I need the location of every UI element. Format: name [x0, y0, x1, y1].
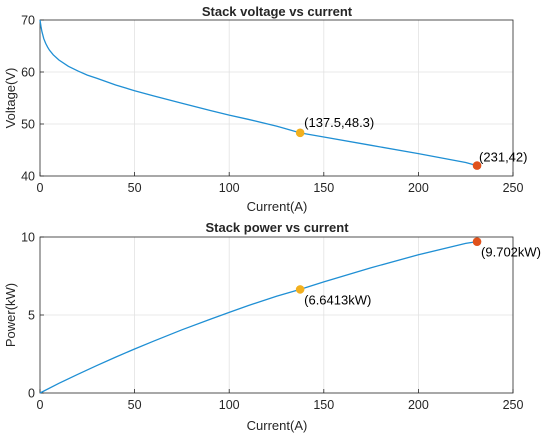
- power-chart-xlabel: Current(A): [247, 418, 308, 433]
- power-chart-ticks: 0 50 100 150 200 250 0 5 10: [21, 231, 523, 413]
- voltage-ytick-label: 50: [21, 118, 35, 132]
- voltage-xtick-label: 0: [37, 181, 44, 195]
- power-ytick-label: 0: [28, 387, 35, 401]
- voltage-chart-xlabel: Current(A): [247, 199, 308, 214]
- voltage-chart-grid: [40, 20, 513, 176]
- voltage-data-marker: [472, 161, 482, 170]
- power-xtick-label: 100: [219, 398, 240, 412]
- voltage-data-marker: [295, 128, 305, 138]
- voltage-ytick-label: 70: [21, 14, 35, 28]
- power-ytick-label: 10: [21, 231, 35, 245]
- voltage-chart-axes-box: [39, 19, 514, 177]
- power-xtick-label: 0: [37, 398, 44, 412]
- power-xtick-label: 200: [408, 398, 429, 412]
- voltage-xtick-label: 250: [503, 181, 524, 195]
- voltage-series-line: [39, 19, 478, 167]
- power-data-label: (9.702kW): [481, 245, 541, 260]
- power-data-marker: [295, 285, 305, 294]
- power-chart-grid: [40, 237, 513, 393]
- power-series-line: [39, 241, 478, 394]
- power-chart-ylabel: Power(kW): [3, 283, 18, 347]
- voltage-chart-ticks: 0 50 100 150 200 250 40 50 60 70: [21, 14, 523, 196]
- voltage-data-label: (231,42): [479, 150, 527, 165]
- voltage-xtick-label: 50: [128, 181, 142, 195]
- power-chart: Stack power vs current 0 50 100 150 200 250 0 5…: [3, 220, 541, 433]
- voltage-ytick-label: 60: [21, 66, 35, 80]
- voltage-xtick-label: 100: [219, 181, 240, 195]
- voltage-chart-ylabel: Voltage(V): [3, 68, 18, 129]
- power-data-marker: [472, 237, 482, 246]
- power-xtick-label: 250: [503, 398, 524, 412]
- voltage-ytick-label: 40: [21, 170, 35, 184]
- power-data-label: (6.6413kW): [304, 292, 371, 307]
- power-chart-annotations: (6.6413kW) (9.702kW): [295, 237, 541, 307]
- voltage-chart-title: Stack voltage vs current: [202, 4, 353, 19]
- voltage-data-label: (137.5,48.3): [304, 115, 374, 130]
- power-xtick-label: 50: [128, 398, 142, 412]
- voltage-chart: Stack voltage vs current 0 50 100 150 200 250…: [3, 4, 527, 214]
- power-ytick-label: 5: [28, 309, 35, 323]
- voltage-xtick-label: 200: [408, 181, 429, 195]
- power-xtick-label: 150: [313, 398, 334, 412]
- voltage-chart-annotations: (137.5,48.3) (231,42): [295, 115, 527, 170]
- power-chart-title: Stack power vs current: [205, 220, 349, 235]
- voltage-xtick-label: 150: [313, 181, 334, 195]
